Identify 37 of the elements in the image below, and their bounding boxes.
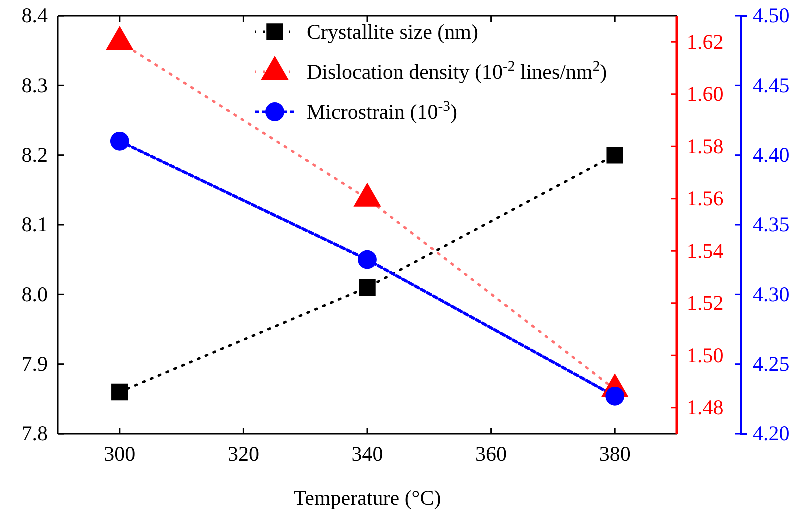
point: [606, 146, 624, 164]
legend-label: Crystallite size (nm): [307, 20, 478, 44]
x-tick-label: 320: [228, 442, 260, 466]
y-tick-label: 7.9: [22, 352, 48, 376]
y2-tick-label: 1.54: [687, 238, 724, 263]
y3-tick-label: 4.50: [753, 4, 790, 28]
y3-tick-label: 4.30: [753, 282, 790, 306]
x-tick-label: 300: [104, 442, 136, 466]
x-tick-label: 360: [476, 442, 508, 466]
x-axis-title: Temperature (°C): [294, 486, 442, 510]
y-tick-label: 8.2: [22, 143, 48, 168]
y-tick-label: 8.4: [22, 4, 48, 28]
y3-tick-label: 4.35: [753, 212, 790, 237]
x-tick-label: 380: [599, 442, 631, 466]
point: [358, 250, 377, 270]
point: [359, 279, 376, 296]
y-tick-label: 8.3: [22, 73, 48, 98]
y2-tick-label: 1.52: [687, 291, 724, 316]
point: [110, 132, 130, 151]
y3-tick-label: 4.40: [753, 143, 790, 168]
y2-tick-label: 1.62: [687, 30, 724, 54]
y-tick-label: 7.8: [22, 422, 48, 446]
legend-label: Dislocation density (10$^{-2}$ lines/nm$^{2}$): [307, 59, 608, 84]
y3-tick-label: 4.25: [753, 352, 790, 376]
legend-label: Microstrain (10$^{-3}$): [307, 99, 458, 124]
y2-tick-label: 1.56: [687, 186, 724, 211]
y-tick-label: 8.1: [22, 212, 48, 237]
y3-tick-label: 4.20: [753, 422, 790, 446]
point: [112, 384, 128, 401]
y2-tick-label: 1.58: [687, 134, 724, 158]
y2-tick-label: 1.48: [687, 396, 724, 420]
y2-tick-label: 1.60: [687, 82, 724, 106]
x-tick-label: 340: [352, 442, 384, 466]
y2-tick-label: 1.50: [687, 343, 724, 368]
y-tick-label: 8.0: [22, 282, 48, 306]
point: [606, 386, 625, 406]
y3-tick-label: 4.45: [753, 73, 790, 98]
